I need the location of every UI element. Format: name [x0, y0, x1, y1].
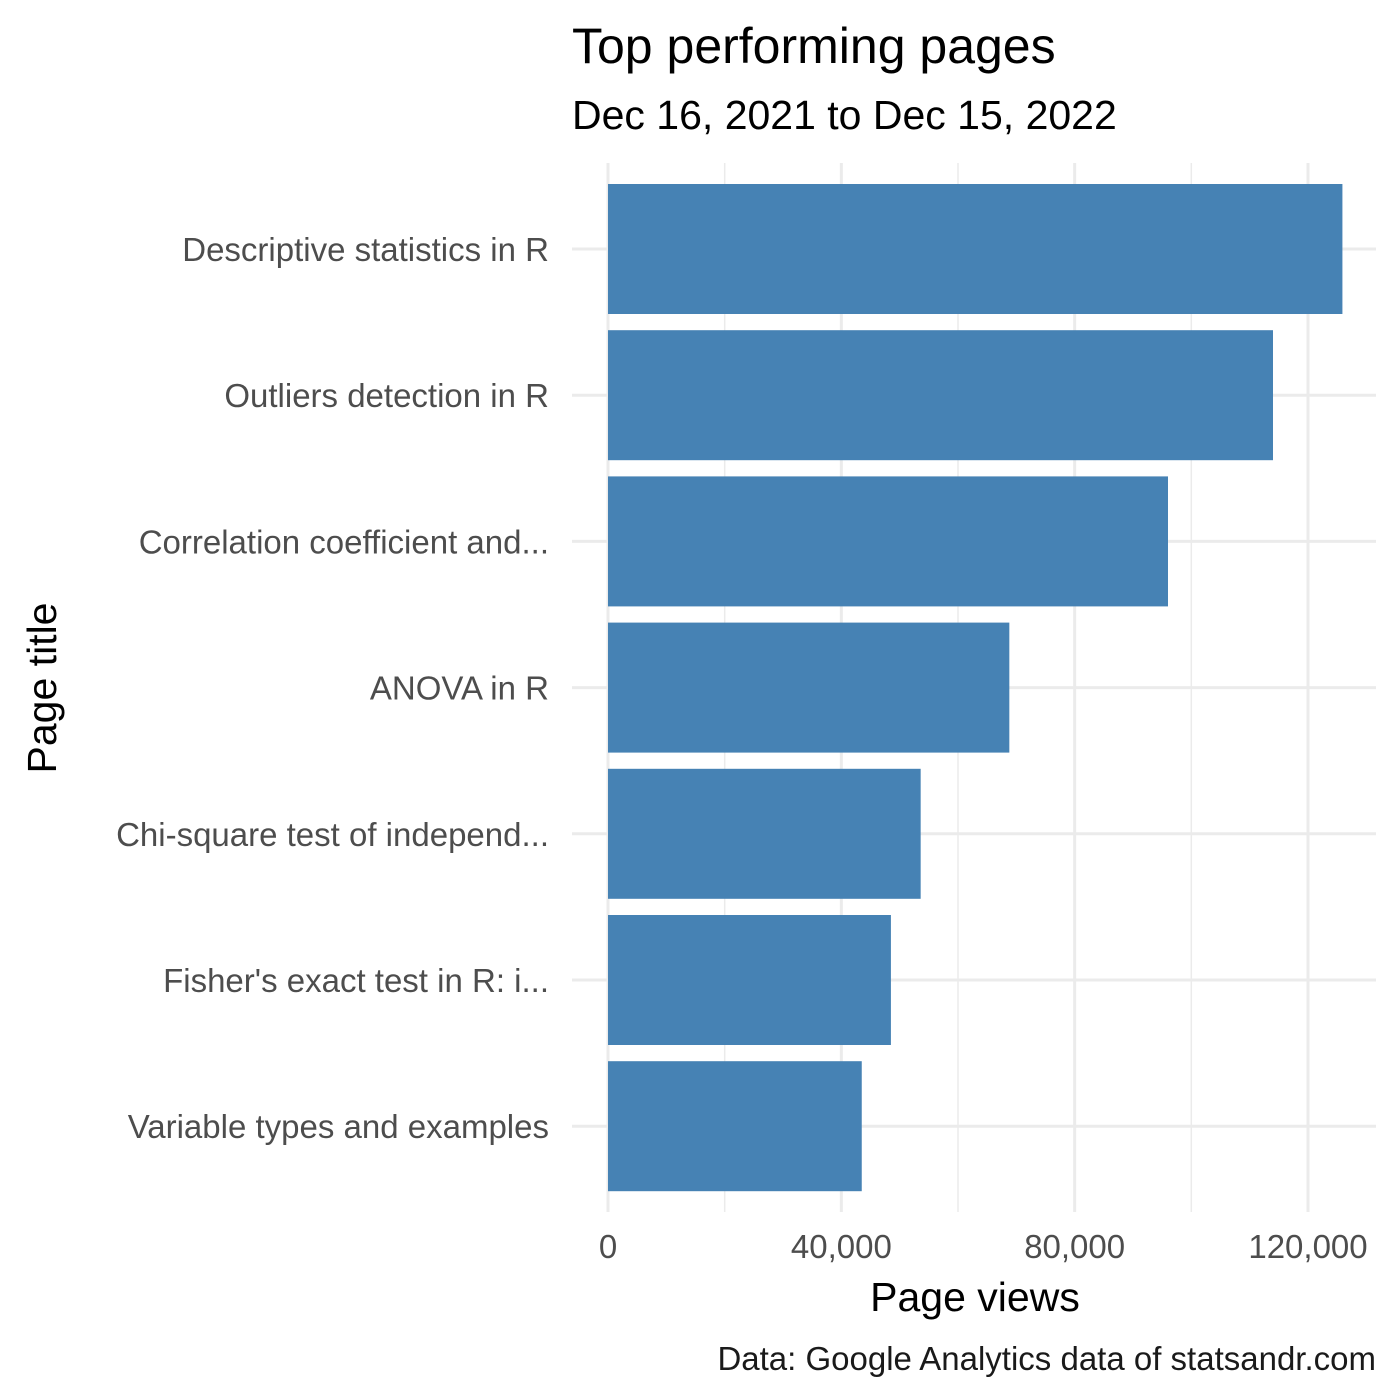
bar: [608, 768, 921, 899]
category-label: Correlation coefficient and...: [139, 523, 549, 560]
bars: [608, 184, 1343, 1192]
category-label: Descriptive statistics in R: [182, 231, 549, 268]
x-tick-label: 120,000: [1248, 1228, 1367, 1265]
x-tick-labels: 0 40,000 80,000 120,000: [599, 1228, 1368, 1265]
chart-title: Top performing pages: [572, 18, 1056, 74]
chart-caption: Data: Google Analytics data of statsandr…: [717, 1340, 1376, 1377]
bar: [608, 1061, 862, 1192]
x-tick-label: 0: [599, 1228, 617, 1265]
category-label: Outliers detection in R: [224, 377, 549, 414]
chart-subtitle: Dec 16, 2021 to Dec 15, 2022: [572, 92, 1117, 138]
category-label: ANOVA in R: [370, 670, 549, 707]
bar: [608, 622, 1010, 753]
x-tick-label: 80,000: [1024, 1228, 1125, 1265]
category-label: Fisher's exact test in R: i...: [163, 962, 549, 999]
x-axis-title: Page views: [870, 1274, 1080, 1320]
bar: [608, 915, 891, 1045]
category-label: Variable types and examples: [128, 1108, 549, 1145]
bar: [608, 184, 1343, 314]
bar: [608, 330, 1273, 461]
x-tick-label: 40,000: [791, 1228, 892, 1265]
category-labels: Descriptive statistics in R Outliers dete…: [116, 231, 549, 1145]
bar: [608, 476, 1168, 607]
y-axis-title: Page title: [19, 603, 65, 774]
category-label: Chi-square test of independ...: [116, 816, 549, 853]
